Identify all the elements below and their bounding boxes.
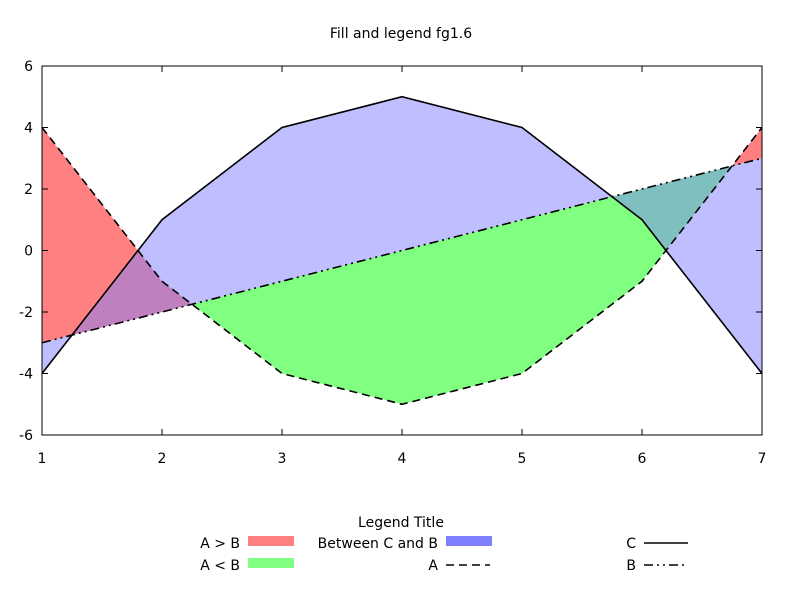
legend-title: Legend Title (358, 515, 444, 531)
legend-swatch-a-b (248, 558, 294, 568)
legend-label-c: C (626, 536, 636, 552)
x-tick-label: 7 (758, 451, 767, 467)
series-line-a (41, 127, 763, 406)
x-tick-label: 5 (518, 451, 527, 467)
y-tick-label: -6 (19, 428, 33, 444)
y-tick-label: 2 (24, 182, 33, 198)
fill-area-3-1 (72, 96, 612, 336)
x-tick-label: 6 (638, 451, 647, 467)
fill-area-2-1 (192, 165, 732, 405)
x-tick-label: 1 (38, 451, 47, 467)
x-tick-label: 3 (278, 451, 287, 467)
legend-label-b: B (626, 558, 636, 574)
y-tick-label: 0 (24, 244, 33, 260)
lines-layer (41, 95, 763, 406)
y-tick-label: 6 (24, 59, 33, 75)
legend-swatch-a-b (248, 536, 294, 546)
series-line-b (41, 157, 763, 344)
legend-swatch-between-c-and-b (446, 536, 492, 546)
fill-area-3-3 (612, 158, 762, 374)
x-tick-label: 4 (398, 451, 407, 467)
y-tick-label: 4 (24, 121, 33, 137)
legend-label-a-b: A > B (200, 536, 240, 552)
legend: Legend Title A > B A < B Between C and B A C… (200, 515, 688, 574)
series-line-c (41, 95, 763, 374)
y-tick-label: -4 (19, 367, 33, 383)
legend-label-a-b: A < B (200, 558, 240, 574)
legend-label-between-c-and-b: Between C and B (318, 536, 438, 552)
fills-layer (42, 96, 762, 405)
legend-label-a: A (428, 558, 438, 574)
y-tick-label: -2 (19, 305, 33, 321)
x-tick-label: 2 (158, 451, 167, 467)
chart-title: Fill and legend fg1.6 (330, 26, 472, 42)
ticks-layer: 1 2 3 4 5 6 7 -6 -4 -2 0 2 4 6 (19, 59, 766, 467)
